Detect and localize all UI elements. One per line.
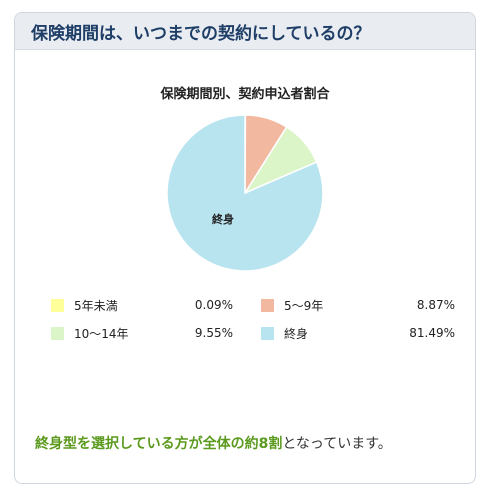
legend-item-5-9: 5～9年	[261, 295, 323, 315]
legend-value: 81.49%	[395, 326, 455, 340]
legend-swatch	[261, 327, 274, 340]
legend-swatch	[51, 299, 64, 312]
legend-label: 5～9年	[284, 297, 323, 314]
legend-value: 8.87%	[395, 298, 455, 312]
legend-value: 9.55%	[173, 326, 233, 340]
legend-item-under-5: 5年未満	[51, 295, 118, 315]
legend-item-10-14: 10～14年	[51, 323, 129, 343]
summary-text: 終身型を選択している方が全体の約8割となっています。	[35, 433, 392, 453]
content-card: 保険期間は、いつまでの契約にしているの？ 保険期間別、契約申込者割合 終身 5年…	[14, 12, 476, 484]
legend-value: 0.09%	[173, 298, 233, 312]
legend-item-whole-life: 終身	[261, 323, 308, 343]
card-header: 保険期間は、いつまでの契約にしているの？	[15, 13, 475, 50]
legend-label: 終身	[284, 325, 308, 342]
pie-chart: 終身	[165, 113, 325, 273]
pie-slice-label: 終身	[212, 212, 234, 226]
legend-label: 5年未満	[74, 297, 118, 314]
summary-rest: となっています。	[282, 436, 391, 452]
card-title: 保険期間は、いつまでの契約にしているの？	[31, 19, 371, 44]
legend-label: 10～14年	[74, 325, 129, 342]
legend-swatch	[261, 299, 274, 312]
summary-highlight: 終身型を選択している方が全体の約8割	[35, 436, 282, 452]
legend-swatch	[51, 327, 64, 340]
chart-title: 保険期間別、契約申込者割合	[15, 83, 475, 102]
